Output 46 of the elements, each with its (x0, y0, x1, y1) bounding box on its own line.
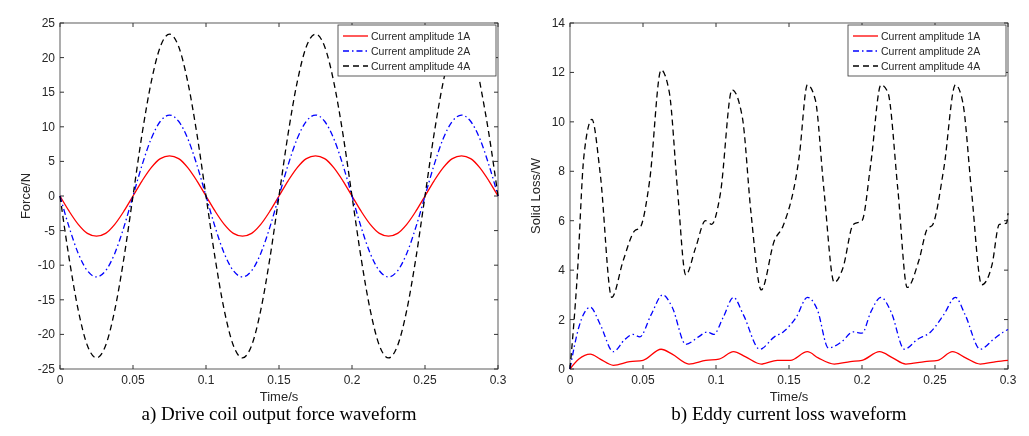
y-axis-title: Force/N (18, 172, 33, 220)
y-tick-label: 10 (551, 114, 566, 129)
text: b) Eddy current loss waveform (671, 403, 907, 425)
x-tick-label: 0.25 (923, 373, 947, 387)
y-tick-label: 25 (41, 16, 56, 30)
x-tick-label: 0.3 (489, 373, 507, 387)
x-axis-title: Time/s (259, 389, 299, 404)
y-tick-label: 10 (41, 119, 56, 134)
x-tick-label: 0.2 (853, 373, 871, 387)
legend-label: Current amplitude 1A (371, 30, 471, 42)
y-tick-label: -10 (37, 258, 56, 273)
x-tick-label: 0.15 (267, 373, 291, 387)
legend-label: Current amplitude 2A (881, 45, 981, 57)
line-series (569, 348, 1009, 370)
y-tick-label: 8 (558, 164, 566, 179)
x-tick-label: 0.15 (777, 373, 801, 387)
y-tick-label: -15 (37, 292, 56, 307)
y-tick-label: -5 (44, 223, 56, 238)
y-tick-label: 6 (558, 213, 566, 228)
x-tick-label: 0.3 (999, 373, 1017, 387)
y-tick-label: 2 (558, 312, 566, 327)
y-axis-title: Solid Loss/W (528, 157, 543, 234)
y-tick-label: 4 (558, 263, 566, 278)
legend-label: Current amplitude 4A (881, 60, 981, 72)
x-tick-label: 0.2 (343, 373, 361, 387)
y-tick-label: 12 (551, 65, 566, 80)
x-tick-label: 0.25 (413, 373, 437, 387)
y-tick-label: 0 (558, 362, 566, 376)
y-tick-label: -20 (37, 327, 56, 342)
y-tick-label: 20 (41, 50, 56, 65)
legend-label: Current amplitude 2A (371, 45, 471, 57)
legend-label: Current amplitude 4A (371, 60, 471, 72)
y-tick-label: 15 (41, 85, 56, 100)
x-tick-label: 0.1 (197, 373, 215, 387)
y-tick-label: 14 (551, 16, 566, 30)
y-tick-label: 5 (48, 154, 56, 169)
line-series (59, 114, 499, 278)
legend-label: Current amplitude 1A (881, 30, 981, 42)
x-tick-label: 0.05 (631, 373, 655, 387)
y-tick-label: 0 (48, 189, 56, 203)
x-tick-label: 0.05 (121, 373, 145, 387)
text: a) Drive coil output force waveform (141, 403, 417, 425)
y-tick-label: -25 (37, 362, 56, 376)
line-series (59, 155, 499, 237)
x-axis-title: Time/s (769, 389, 809, 404)
x-tick-label: 0.1 (707, 373, 725, 387)
